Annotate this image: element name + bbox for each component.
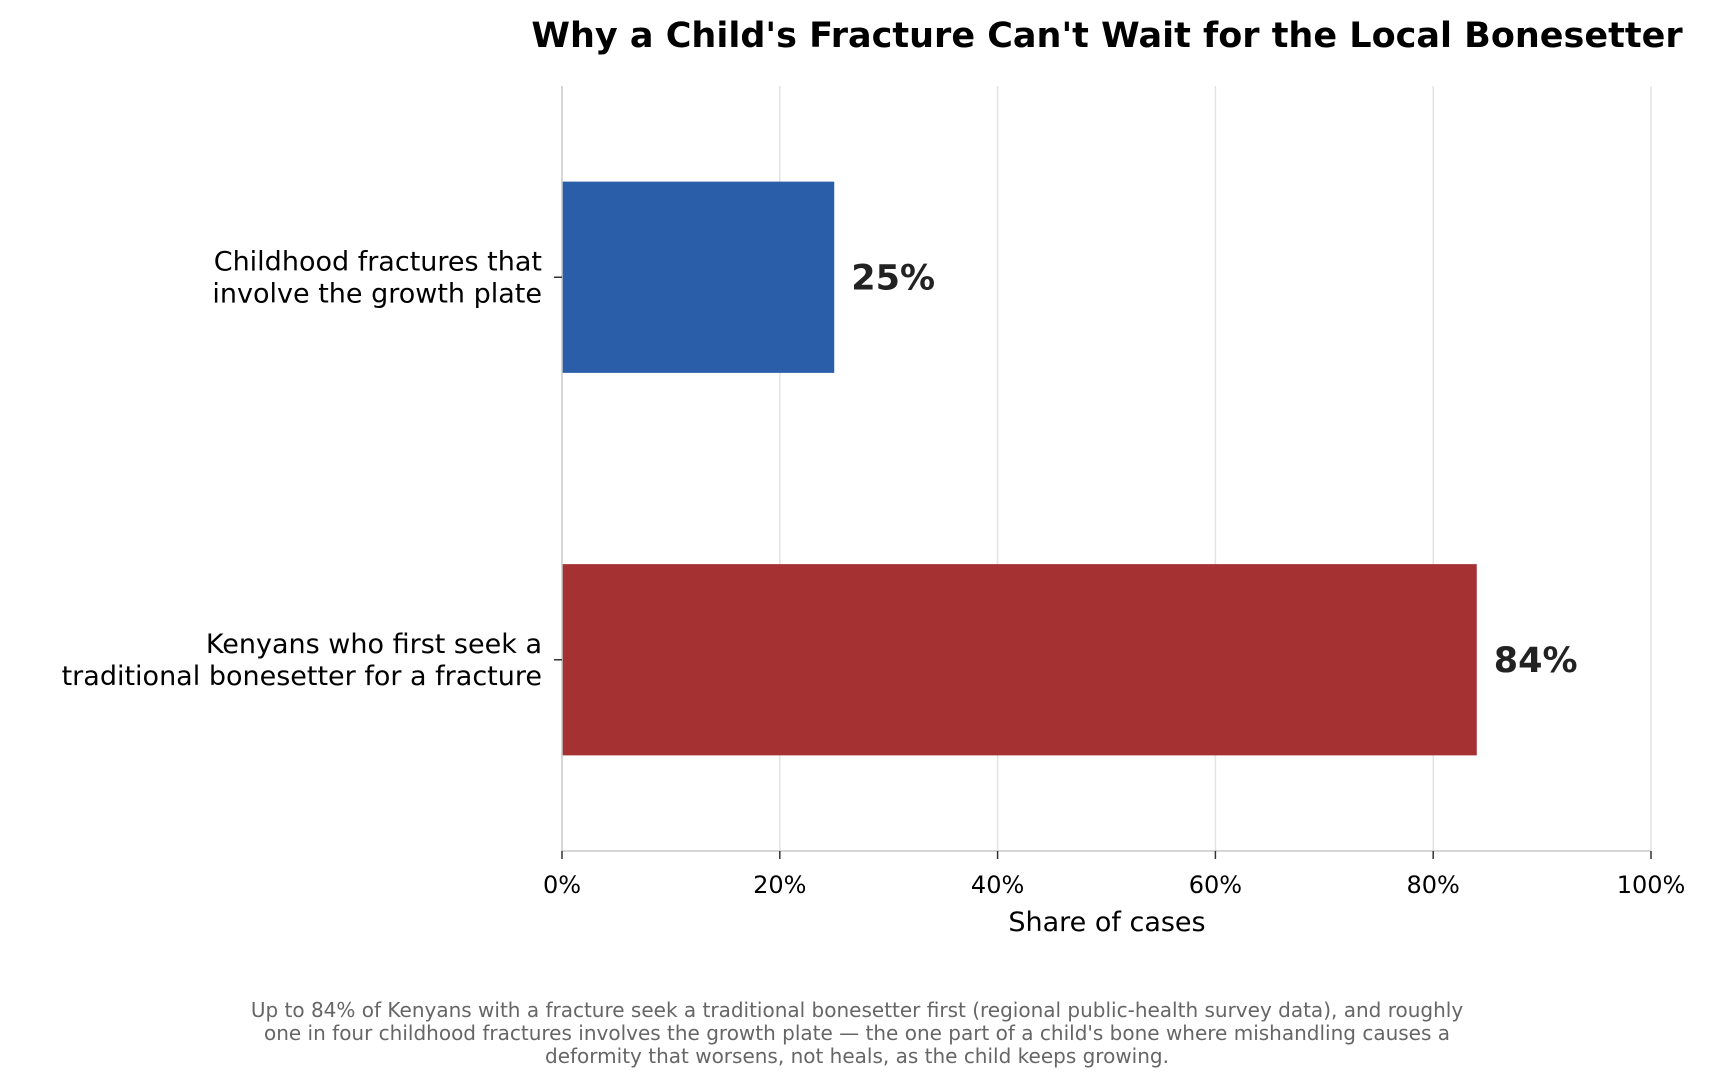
category-label: Kenyans who first seek a traditional bone… bbox=[62, 629, 542, 692]
x-tick-label: 60% bbox=[1189, 871, 1242, 899]
bar bbox=[562, 181, 835, 373]
bar bbox=[562, 564, 1477, 756]
axes bbox=[561, 86, 1651, 852]
caption: Up to 84% of Kenyans with a fracture see… bbox=[251, 998, 1463, 1068]
category-label: Childhood fractures that involve the grow… bbox=[212, 246, 542, 309]
category-label-line: Kenyans who first seek a bbox=[206, 629, 542, 660]
x-axis-label: Share of cases bbox=[1008, 907, 1205, 938]
x-ticks: 0% 20% 40% 60% 80% 100% bbox=[543, 851, 1685, 899]
x-tick-label: 20% bbox=[753, 871, 806, 899]
category-label-line: involve the growth plate bbox=[212, 278, 542, 309]
x-tick-label: 0% bbox=[543, 871, 581, 899]
data-label: 25% bbox=[851, 258, 935, 298]
caption-line: deformity that worsens, not heals, as th… bbox=[545, 1044, 1169, 1068]
data-label: 84% bbox=[1494, 641, 1578, 681]
x-tick-label: 40% bbox=[971, 871, 1024, 899]
caption-line: Up to 84% of Kenyans with a fracture see… bbox=[251, 998, 1463, 1022]
bars bbox=[562, 181, 1477, 756]
category-labels: Childhood fractures that involve the grow… bbox=[62, 246, 562, 692]
category-label-line: traditional bonesetter for a fracture bbox=[62, 661, 542, 692]
caption-line: one in four childhood fractures involves… bbox=[264, 1021, 1450, 1045]
x-tick-label: 80% bbox=[1407, 871, 1460, 899]
data-labels: 25% 84% bbox=[851, 258, 1577, 681]
chart-title: Why a Child's Fracture Can't Wait for th… bbox=[531, 16, 1683, 56]
x-tick-label: 100% bbox=[1617, 871, 1686, 899]
category-label-line: Childhood fractures that bbox=[214, 246, 542, 277]
